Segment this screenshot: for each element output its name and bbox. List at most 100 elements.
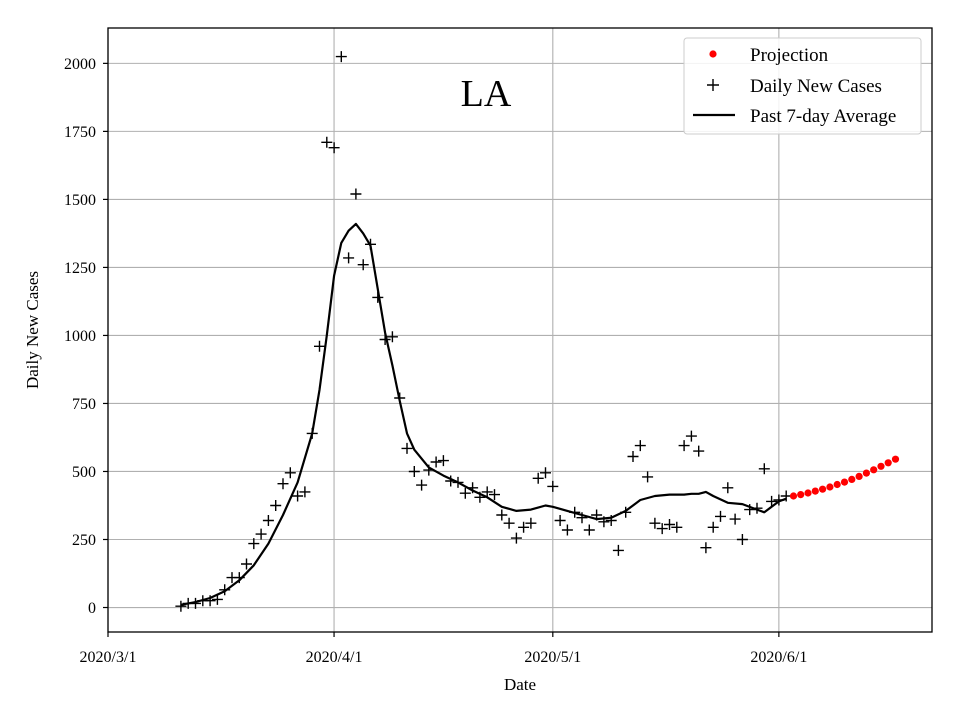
legend-projection-marker: [709, 50, 717, 58]
daily-cases-point: [365, 238, 376, 250]
daily-cases-point: [270, 500, 282, 511]
daily-cases-point: [255, 528, 267, 540]
daily-cases-point: [459, 487, 471, 499]
daily-cases-point: [773, 494, 785, 506]
daily-cases-point: [284, 467, 296, 479]
daily-cases-point: [350, 188, 362, 200]
daily-cases-point: [503, 517, 515, 529]
projection-point: [891, 455, 900, 463]
daily-cases-point: [211, 593, 223, 605]
y-tick-label: 1750: [64, 124, 96, 141]
daily-cases-point: [554, 515, 566, 526]
daily-cases-point: [219, 584, 231, 596]
daily-cases-point: [583, 524, 595, 536]
daily-cases-point: [321, 136, 333, 148]
legend-average-label: Past 7-day Average: [750, 106, 896, 127]
daily-cases-point: [569, 506, 581, 518]
daily-cases-point: [372, 291, 384, 303]
projection-point: [840, 478, 849, 486]
daily-cases-point: [649, 517, 661, 529]
daily-cases-point: [292, 490, 304, 502]
y-tick-label: 750: [72, 396, 96, 413]
daily-cases-point: [423, 464, 435, 476]
projection-point: [848, 475, 856, 483]
daily-cases-point: [685, 430, 697, 442]
legend-projection-label: Projection: [750, 45, 829, 66]
daily-cases-point: [722, 482, 734, 494]
daily-cases-point: [437, 455, 449, 467]
legend-daily-label: Daily New Cases: [750, 76, 882, 97]
daily-cases-point: [467, 482, 479, 494]
projection-point: [804, 489, 812, 497]
daily-cases-point: [335, 51, 347, 63]
daily-cases-point: [540, 467, 551, 479]
daily-cases-point: [343, 252, 355, 264]
daily-cases-point: [627, 451, 639, 462]
daily-cases-point: [379, 334, 391, 345]
daily-cases-point: [664, 519, 675, 530]
projection-point: [877, 462, 885, 470]
daily-cases-point: [598, 516, 610, 528]
daily-cases-point: [751, 502, 763, 514]
grid: [107, 28, 932, 632]
daily-cases-point: [678, 440, 690, 452]
daily-cases-point: [591, 509, 603, 521]
projection-point: [819, 485, 827, 493]
daily-cases-point: [190, 597, 201, 609]
daily-cases-point: [175, 600, 187, 612]
daily-cases-point: [525, 517, 537, 529]
projection-point: [826, 483, 834, 491]
plot-frame: [107, 27, 933, 633]
x-tick-label: 2020/3/1: [80, 649, 137, 666]
daily-cases-point: [700, 542, 712, 554]
daily-cases-point: [642, 471, 654, 483]
daily-new-cases-series: [175, 51, 792, 612]
daily-cases-point: [299, 486, 311, 498]
daily-cases-point: [306, 427, 318, 439]
projection-point: [797, 491, 805, 499]
legend-daily-marker: [707, 79, 719, 91]
average-line: [180, 222, 787, 606]
y-tick-label: 0: [88, 600, 96, 617]
chart-title: LA: [461, 73, 512, 115]
daily-cases-point: [328, 142, 340, 154]
x-axis-label: Date: [504, 675, 536, 694]
projection-point: [855, 472, 863, 480]
daily-cases-point: [693, 445, 705, 457]
daily-cases-point: [766, 495, 778, 507]
x-tick-label: 2020/5/1: [524, 649, 581, 666]
daily-cases-point: [620, 506, 632, 518]
daily-cases-point: [510, 532, 522, 544]
daily-cases-point: [605, 515, 617, 526]
past-7-day-average-series: [180, 222, 787, 606]
daily-cases-point: [780, 490, 792, 502]
y-tick-label: 500: [72, 464, 96, 481]
daily-cases-point: [481, 486, 493, 498]
axis-ticks: 2020/3/1 2020/4/1 2020/5/1 2020/6/1 0 250 500 7…: [64, 56, 807, 666]
daily-cases-point: [729, 513, 741, 525]
x-tick-label: 2020/6/1: [750, 649, 807, 666]
daily-cases-point: [233, 572, 245, 584]
daily-cases-point: [736, 534, 748, 545]
daily-cases-point: [474, 491, 486, 503]
daily-cases-point: [496, 509, 508, 521]
legend-box: [683, 37, 922, 135]
projection-point: [811, 487, 819, 495]
daily-cases-point: [430, 456, 442, 468]
x-tick-label: 2020/4/1: [306, 649, 363, 666]
y-axis-label: Daily New Cases: [23, 271, 42, 389]
daily-cases-point: [715, 510, 726, 522]
daily-cases-point: [561, 524, 573, 536]
projection-series: [789, 455, 900, 500]
daily-cases-point: [248, 538, 260, 550]
daily-cases-point: [277, 478, 289, 490]
daily-cases-point: [612, 544, 624, 556]
daily-cases-point: [707, 521, 719, 533]
daily-cases-point: [262, 515, 274, 526]
y-tick-label: 2000: [64, 56, 96, 73]
daily-cases-point: [452, 476, 464, 488]
daily-cases-point: [394, 392, 406, 404]
projection-point: [833, 480, 841, 489]
daily-cases-point: [656, 523, 668, 535]
